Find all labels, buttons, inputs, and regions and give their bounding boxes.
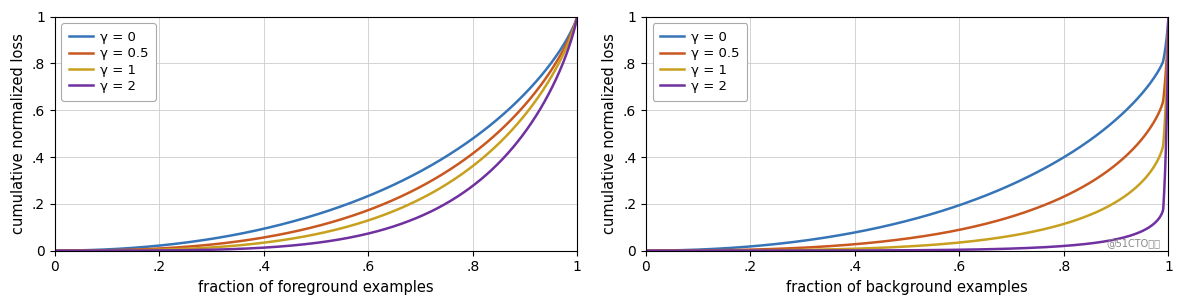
γ = 2 [972,248,986,251]
γ = 0.5 [651,249,665,252]
γ = 2 [1135,229,1150,233]
γ = 1 [111,248,126,252]
γ = 1 [545,74,559,78]
γ = 1 [47,249,62,252]
γ = 2 [570,15,584,18]
Line: γ = 1: γ = 1 [646,17,1169,251]
γ = 0 [323,208,337,212]
γ = 0.5 [47,249,62,252]
γ = 2 [914,248,928,252]
Line: γ = 2: γ = 2 [646,17,1169,251]
γ = 0 [914,215,928,219]
Y-axis label: cumulative normalized loss: cumulative normalized loss [603,33,617,234]
γ = 0.5 [972,224,986,227]
γ = 1 [521,109,535,113]
γ = 0 [111,247,126,251]
γ = 0 [1112,115,1126,118]
Line: γ = 0: γ = 0 [646,17,1169,251]
γ = 2 [323,239,337,243]
γ = 2 [1112,237,1126,241]
γ = 1 [1162,15,1176,18]
γ = 0.5 [323,221,337,225]
γ = 1 [570,15,584,18]
γ = 2 [111,249,126,252]
γ = 0.5 [639,249,654,252]
X-axis label: fraction of background examples: fraction of background examples [786,280,1028,295]
Line: γ = 0.5: γ = 0.5 [54,17,577,251]
γ = 0.5 [1162,15,1176,18]
γ = 0.5 [914,235,928,238]
γ = 1 [1135,179,1150,182]
Y-axis label: cumulative normalized loss: cumulative normalized loss [11,33,26,234]
γ = 0 [545,60,559,64]
Line: γ = 0: γ = 0 [54,17,577,251]
γ = 0.5 [111,248,126,252]
γ = 1 [703,249,718,252]
γ = 2 [703,249,718,252]
γ = 0 [570,15,584,18]
γ = 0 [972,196,986,200]
γ = 2 [59,249,73,252]
γ = 0 [1135,90,1150,94]
γ = 2 [651,249,665,252]
γ = 0.5 [1112,160,1126,164]
γ = 0 [703,247,718,251]
γ = 1 [323,229,337,233]
γ = 2 [1162,15,1176,18]
γ = 0.5 [570,15,584,18]
Legend: γ = 0, γ = 0.5, γ = 1, γ = 2: γ = 0, γ = 0.5, γ = 1, γ = 2 [652,23,747,101]
γ = 0 [651,249,665,252]
γ = 2 [47,249,62,252]
γ = 0 [59,249,73,252]
γ = 1 [914,244,928,248]
Text: @51CTO博客: @51CTO博客 [1107,238,1160,248]
Line: γ = 2: γ = 2 [54,17,577,251]
γ = 0 [639,249,654,252]
γ = 1 [651,249,665,252]
γ = 2 [639,249,654,252]
Line: γ = 1: γ = 1 [54,17,577,251]
γ = 0 [47,249,62,252]
Legend: γ = 0, γ = 0.5, γ = 1, γ = 2: γ = 0, γ = 0.5, γ = 1, γ = 2 [62,23,156,101]
γ = 1 [639,249,654,252]
Line: γ = 0.5: γ = 0.5 [646,17,1169,251]
γ = 2 [380,226,394,230]
γ = 0.5 [703,248,718,252]
γ = 0.5 [545,68,559,71]
γ = 1 [972,239,986,242]
γ = 1 [59,249,73,252]
γ = 0 [521,88,535,92]
γ = 2 [521,126,535,130]
γ = 0.5 [59,249,73,252]
γ = 0 [380,186,394,189]
γ = 1 [1112,198,1126,202]
γ = 0.5 [521,99,535,103]
γ = 2 [545,86,559,90]
γ = 0.5 [1135,136,1150,140]
γ = 1 [380,212,394,215]
X-axis label: fraction of foreground examples: fraction of foreground examples [198,280,433,295]
γ = 0.5 [380,201,394,204]
γ = 0 [1162,15,1176,18]
